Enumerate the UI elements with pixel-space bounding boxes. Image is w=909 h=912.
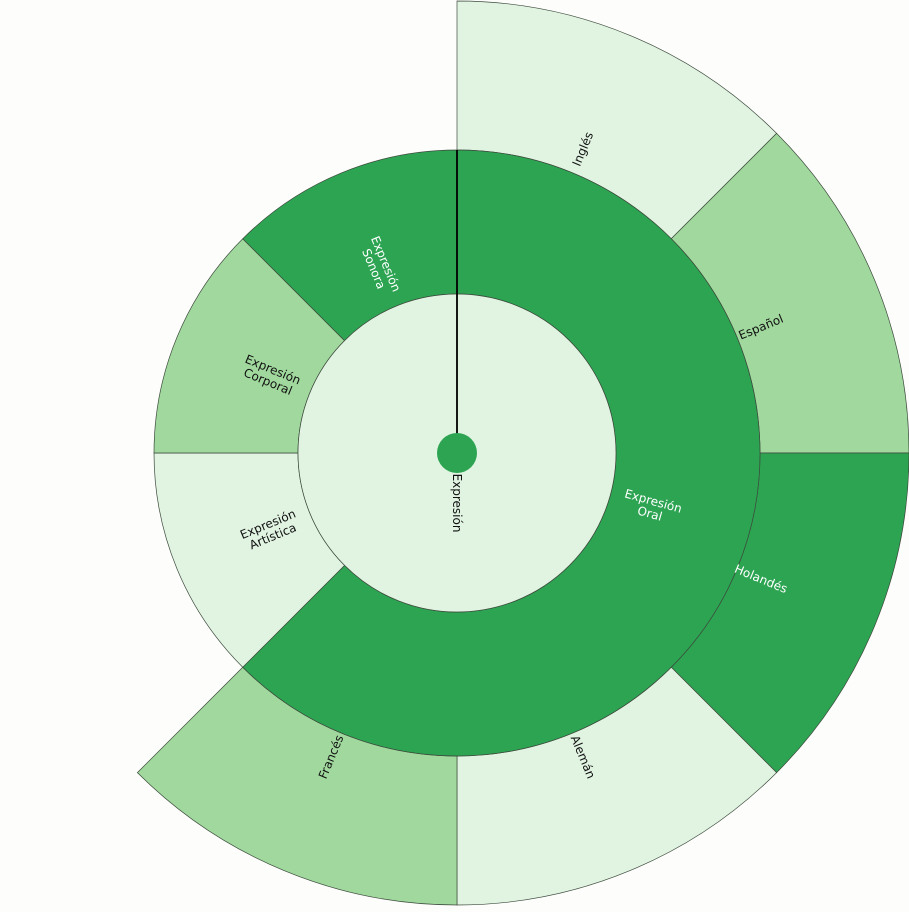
ring1-segments — [153, 149, 761, 757]
center-dot — [437, 433, 477, 473]
root-label: Expresión — [450, 474, 464, 533]
ring2-segments — [136, 0, 909, 906]
